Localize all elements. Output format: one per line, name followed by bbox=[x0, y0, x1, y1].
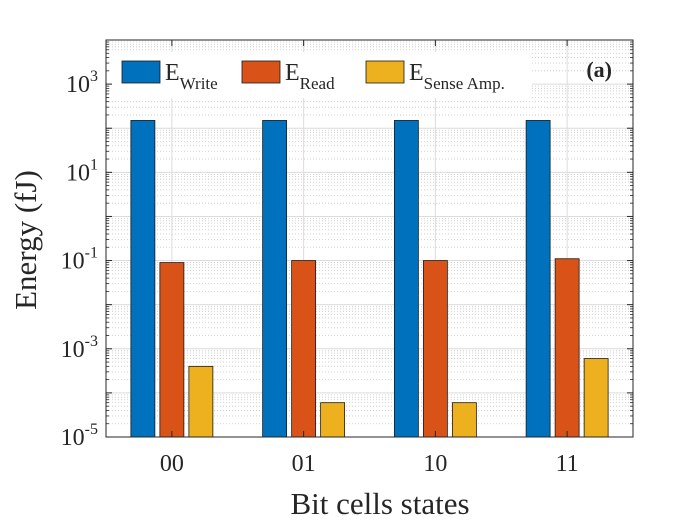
bar-write-10 bbox=[393, 120, 419, 438]
bar-read-11 bbox=[554, 258, 580, 438]
y-tick-exponent: 1 bbox=[90, 156, 98, 173]
bar-sense-amp-10 bbox=[451, 402, 477, 438]
legend-swatch bbox=[365, 60, 405, 84]
x-tick-label: 00 bbox=[160, 451, 184, 477]
legend[interactable]: EWrite ERead ESense Amp. bbox=[112, 52, 532, 98]
plot-frame bbox=[105, 39, 634, 438]
y-tick-label: 101 bbox=[66, 156, 98, 186]
legend-label-subscript: Sense Amp. bbox=[424, 74, 505, 93]
legend-label[interactable]: EWrite bbox=[165, 60, 218, 93]
bars bbox=[130, 120, 609, 438]
legend-swatch bbox=[121, 60, 161, 84]
y-tick-label: 10-5 bbox=[61, 421, 98, 451]
legend-label-subscript: Write bbox=[180, 74, 218, 93]
y-tick-base: 10 bbox=[61, 425, 85, 451]
panel-label: (a) bbox=[586, 57, 612, 82]
y-tick-exponent: -1 bbox=[85, 245, 98, 262]
legend-label-main: E bbox=[409, 60, 424, 86]
x-axis-label: Bit cells states bbox=[290, 486, 469, 521]
y-tick-exponent: -5 bbox=[85, 421, 98, 438]
y-tick-label: 10-1 bbox=[61, 245, 98, 275]
y-tick-base: 10 bbox=[61, 337, 85, 363]
x-tick-label: 11 bbox=[556, 451, 579, 477]
y-tick-base: 10 bbox=[61, 249, 85, 275]
y-tick-exponent: -3 bbox=[85, 333, 98, 350]
y-tick-exponent: 3 bbox=[90, 68, 98, 85]
legend-label-main: E bbox=[285, 60, 300, 86]
y-axis-label: Energy (fJ) bbox=[8, 170, 43, 310]
legend-swatch bbox=[241, 60, 281, 84]
legend-label[interactable]: ESense Amp. bbox=[409, 60, 505, 93]
legend-label-subscript: Read bbox=[300, 74, 335, 93]
bar-read-10 bbox=[422, 260, 448, 438]
bar-write-01 bbox=[262, 120, 288, 438]
legend-label[interactable]: ERead bbox=[285, 60, 335, 93]
x-tick-label: 01 bbox=[292, 451, 316, 477]
y-tick-base: 10 bbox=[66, 72, 90, 98]
bar-sense-amp-11 bbox=[583, 358, 609, 438]
y-tick-base: 10 bbox=[66, 160, 90, 186]
bar-sense-amp-01 bbox=[320, 402, 346, 438]
y-tick-label: 103 bbox=[66, 68, 98, 98]
y-tick-label: 10-3 bbox=[61, 333, 98, 363]
legend-background bbox=[112, 52, 532, 98]
bar-write-11 bbox=[525, 120, 551, 438]
bar-sense-amp-00 bbox=[188, 365, 214, 438]
legend-label-main: E bbox=[165, 60, 180, 86]
x-tick-label: 10 bbox=[423, 451, 447, 477]
axes bbox=[105, 39, 634, 438]
bar-write-00 bbox=[130, 120, 156, 438]
bar-read-01 bbox=[291, 260, 317, 438]
bar-read-00 bbox=[159, 262, 185, 438]
